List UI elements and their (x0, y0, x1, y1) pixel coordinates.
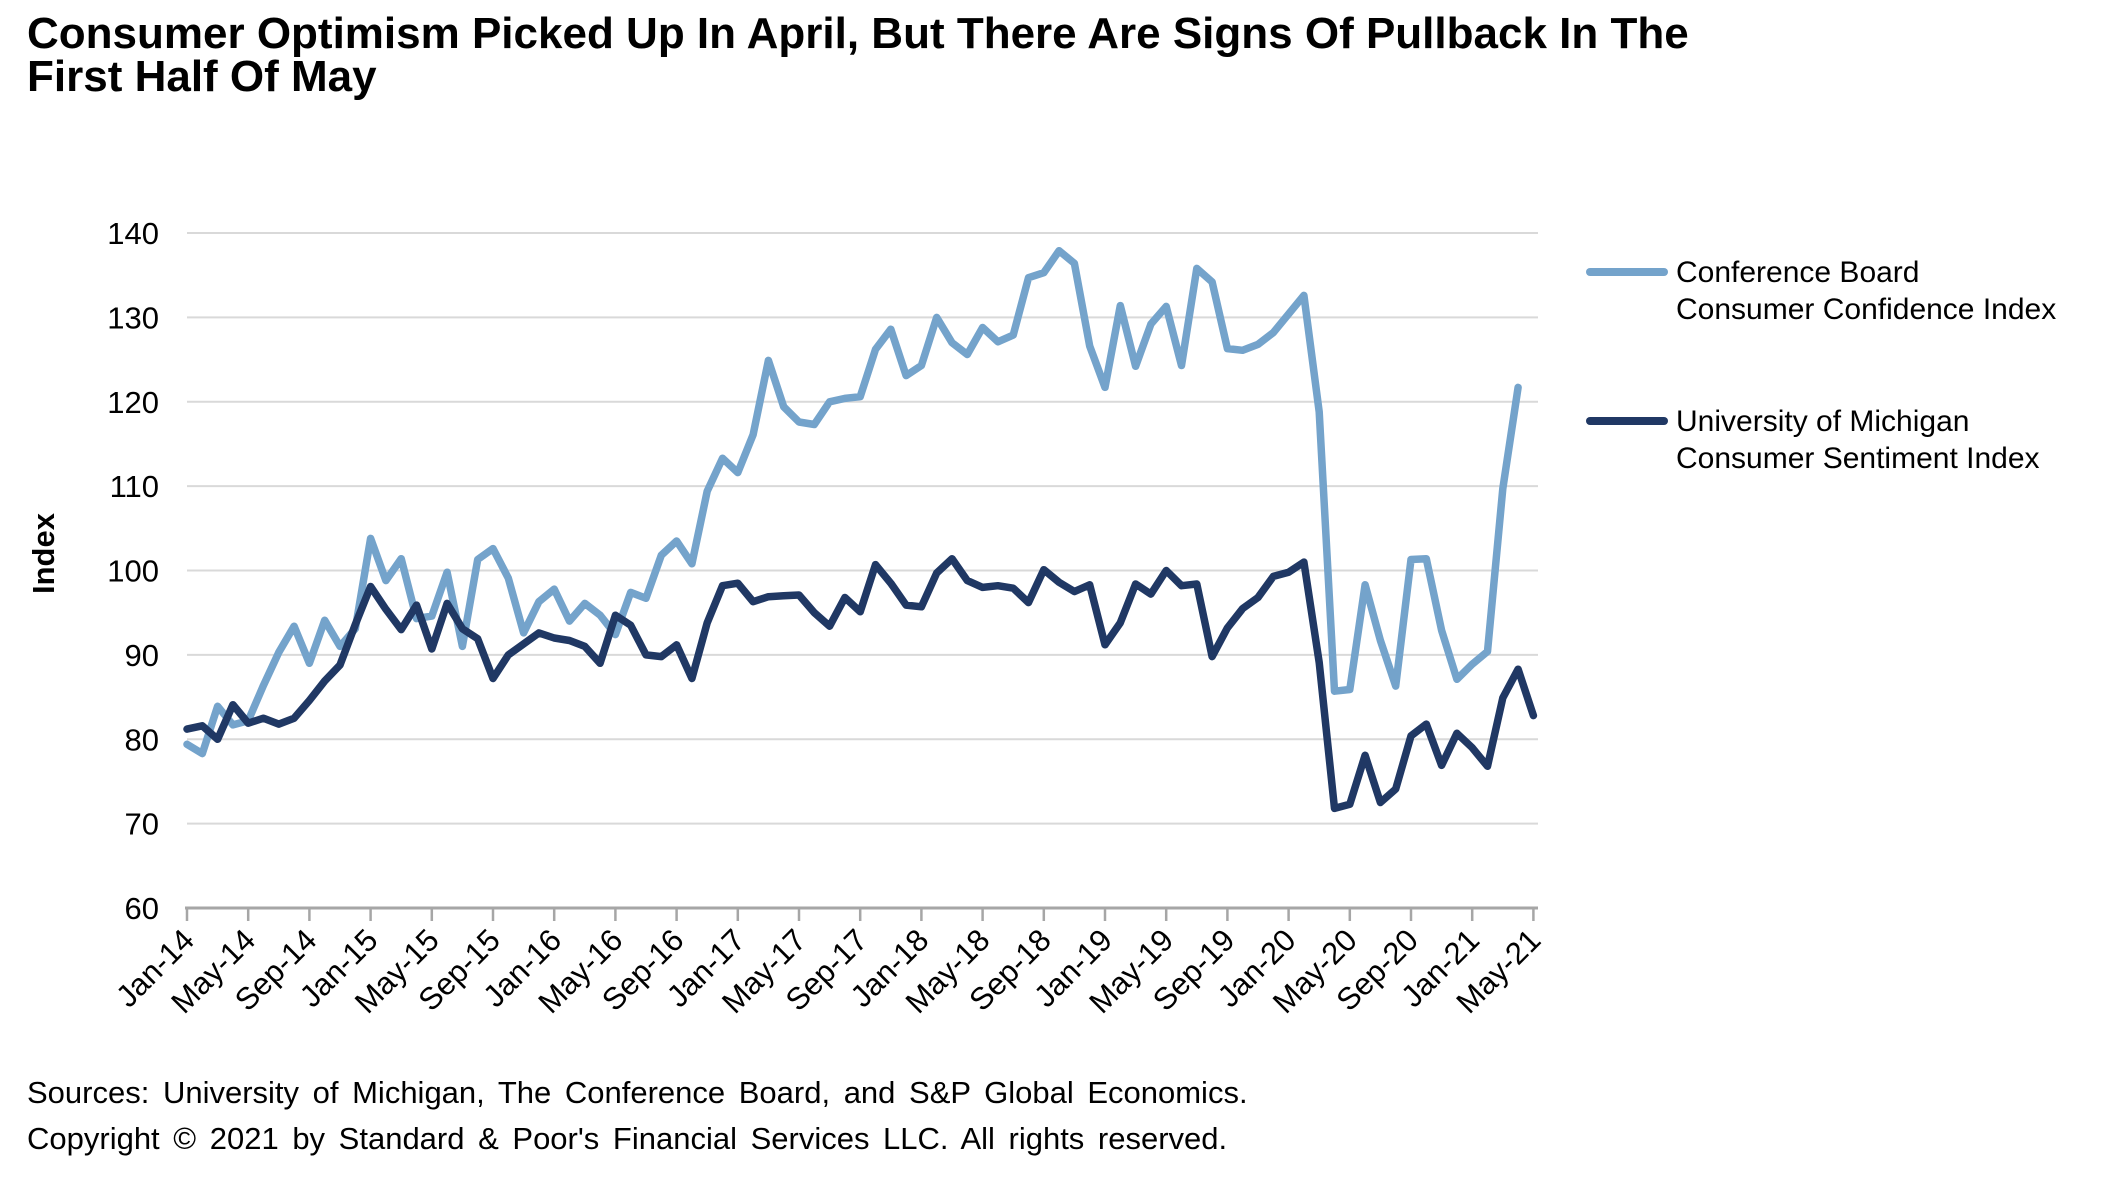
chart-title: Consumer Optimism Picked Up In April, Bu… (27, 9, 1689, 101)
y-tick-label: 60 (125, 891, 159, 926)
y-tick-label: 80 (125, 722, 159, 757)
legend-line-swatch-navy (1586, 417, 1668, 425)
series-univ-michigan (183, 554, 1538, 813)
y-tick-label: 140 (107, 216, 159, 251)
legend-entry-conference-board: Conference Board Consumer Confidence Ind… (1586, 254, 2056, 328)
y-tick-label: 100 (107, 554, 159, 589)
series-conference-board (183, 246, 1522, 758)
footer: Sources: University of Michigan, The Con… (27, 1070, 1248, 1162)
legend-label-univ-michigan: University of Michigan Consumer Sentimen… (1676, 405, 2040, 475)
legend: Conference Board Consumer Confidence Ind… (1586, 254, 2056, 552)
sources-text: Sources: University of Michigan, The Con… (27, 1075, 1248, 1110)
y-tick-label: 110 (110, 469, 159, 504)
y-tick-label: 130 (107, 300, 159, 335)
y-tick-label: 70 (125, 807, 159, 842)
legend-label-conference-board: Conference Board Consumer Confidence Ind… (1676, 256, 2057, 326)
copyright-text: Copyright © 2021 by Standard & Poor's Fi… (27, 1121, 1228, 1156)
y-tick-label: 90 (125, 638, 159, 673)
chart-title-line-1: Consumer Optimism Picked Up In April, Bu… (27, 9, 1689, 58)
y-tick-label: 120 (107, 385, 159, 420)
legend-entry-univ-michigan: University of Michigan Consumer Sentimen… (1586, 403, 2056, 477)
legend-line-swatch-blue (1586, 268, 1668, 276)
y-axis-title: Index (26, 513, 61, 594)
chart-title-line-2: First Half Of May (27, 52, 377, 101)
